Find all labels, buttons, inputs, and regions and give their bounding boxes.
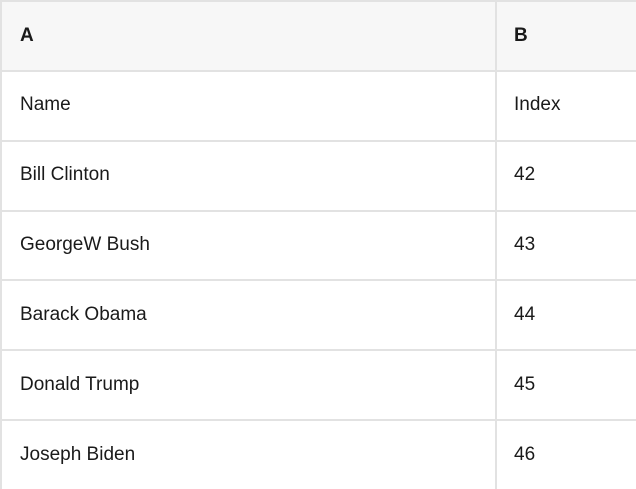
table-cell[interactable]: Barack Obama xyxy=(2,281,497,350)
table-cell[interactable]: Donald Trump xyxy=(2,351,497,420)
table-cell[interactable]: Name xyxy=(2,71,497,140)
table-cell[interactable]: Joseph Biden xyxy=(2,421,497,489)
table-row: Bill Clinton 42 xyxy=(2,141,636,212)
column-header-a[interactable]: A xyxy=(2,2,497,70)
table-row: Joseph Biden 46 xyxy=(2,421,636,489)
table-cell[interactable]: GeorgeW Bush xyxy=(2,211,497,280)
table-header-row: A B xyxy=(2,2,636,72)
table-cell[interactable]: Index xyxy=(514,94,561,116)
table-cell[interactable]: Bill Clinton xyxy=(2,141,497,210)
table-row: Name Index xyxy=(2,71,636,142)
table-cell[interactable]: 42 xyxy=(514,164,536,186)
column-header-b[interactable]: B xyxy=(497,2,636,70)
table-cell[interactable]: 46 xyxy=(514,443,536,465)
table-cell[interactable]: 43 xyxy=(514,234,536,256)
table-row: GeorgeW Bush 43 xyxy=(2,211,636,282)
table-row: Donald Trump 45 xyxy=(2,351,636,422)
table-row: Barack Obama 44 xyxy=(2,281,636,352)
table-cell[interactable]: 44 xyxy=(514,303,536,325)
table-cell[interactable]: 45 xyxy=(514,373,536,395)
